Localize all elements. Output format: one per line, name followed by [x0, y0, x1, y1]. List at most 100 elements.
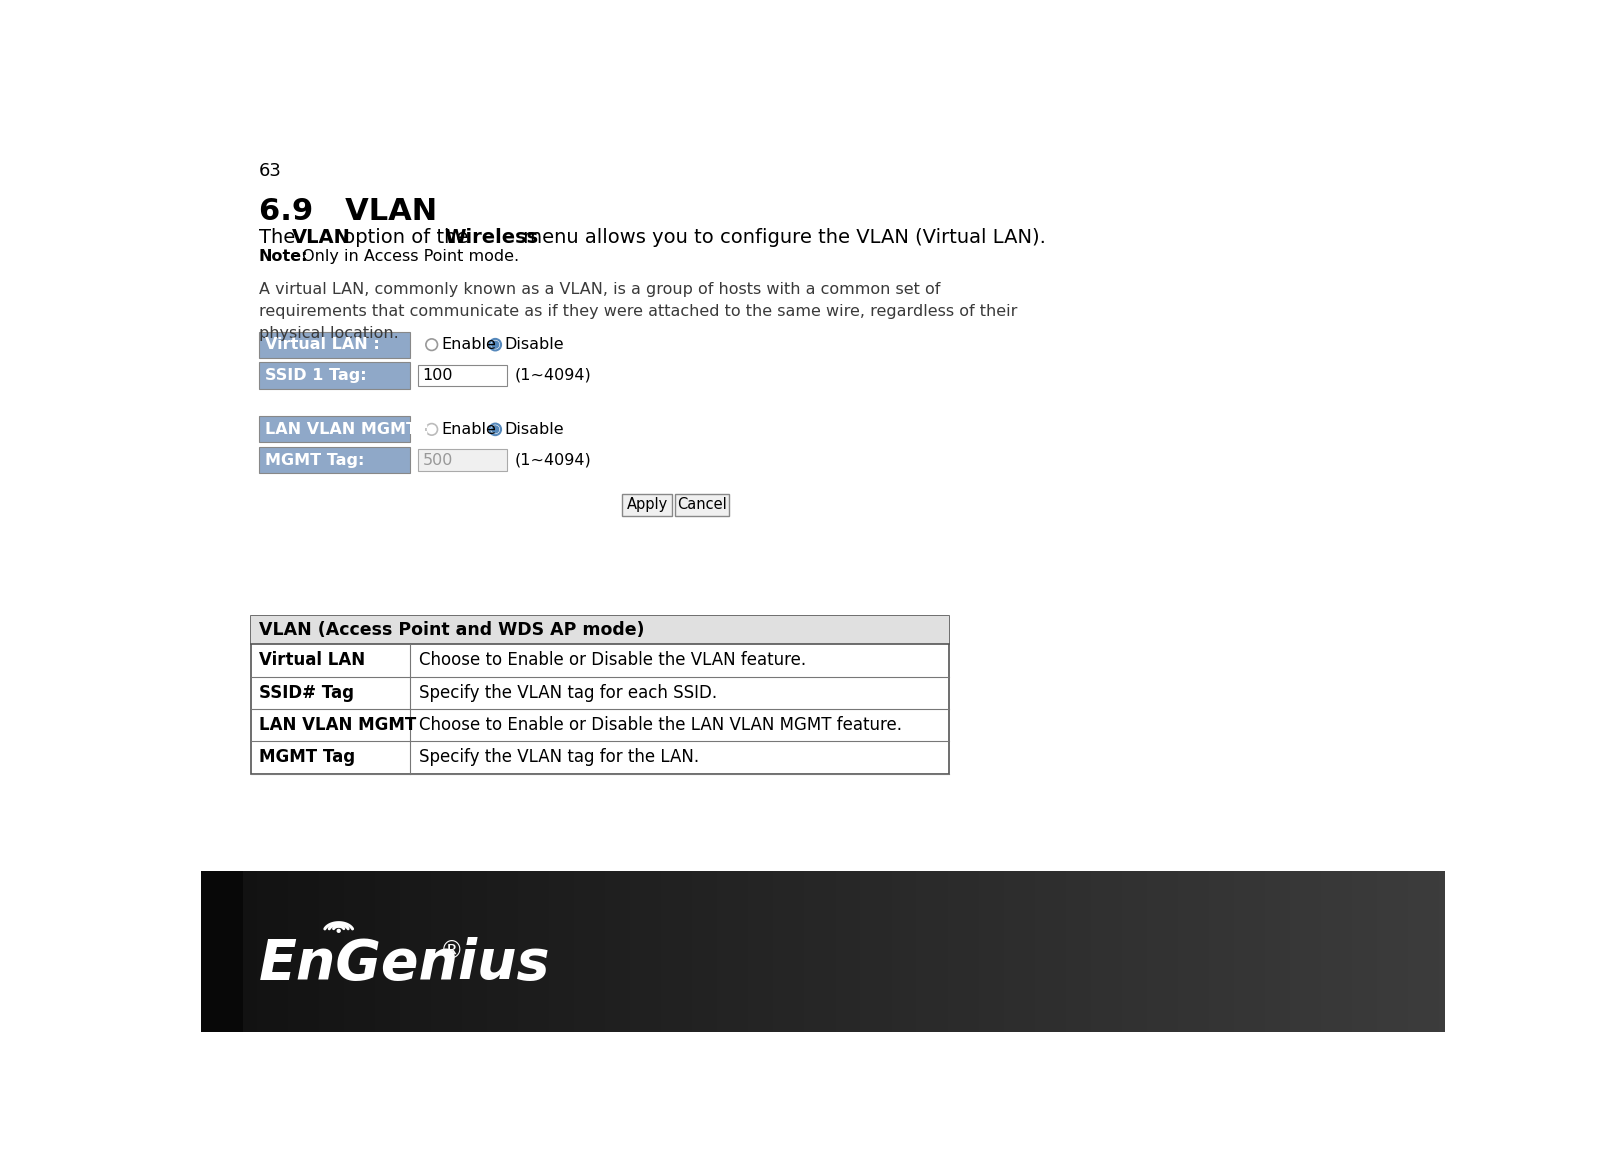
- Bar: [220, 870, 225, 1032]
- Circle shape: [425, 423, 437, 435]
- Bar: [369, 870, 376, 1032]
- Bar: [661, 870, 668, 1032]
- Text: The: The: [258, 227, 302, 247]
- Bar: [928, 870, 934, 1032]
- Bar: [201, 870, 207, 1032]
- Bar: [960, 870, 966, 1032]
- Bar: [1314, 870, 1319, 1032]
- Bar: [1090, 870, 1096, 1032]
- Bar: [778, 870, 785, 1032]
- Bar: [1140, 870, 1146, 1032]
- Bar: [575, 870, 579, 1032]
- Bar: [443, 870, 449, 1032]
- Bar: [1414, 870, 1420, 1032]
- Text: option of the: option of the: [337, 227, 475, 247]
- Bar: [623, 870, 629, 1032]
- FancyBboxPatch shape: [250, 617, 949, 644]
- Bar: [841, 870, 847, 1032]
- Bar: [1010, 870, 1016, 1032]
- Text: (1~4094): (1~4094): [514, 453, 591, 468]
- Bar: [499, 870, 506, 1032]
- Bar: [374, 870, 380, 1032]
- Text: 63: 63: [258, 162, 281, 180]
- Bar: [568, 870, 575, 1032]
- Bar: [605, 870, 612, 1032]
- Bar: [244, 870, 250, 1032]
- Text: Virtual LAN :: Virtual LAN :: [265, 337, 380, 352]
- Bar: [722, 870, 729, 1032]
- Bar: [1066, 870, 1071, 1032]
- FancyBboxPatch shape: [623, 494, 671, 516]
- Bar: [281, 870, 287, 1032]
- Text: Choose to Enable or Disable the LAN VLAN MGMT feature.: Choose to Enable or Disable the LAN VLAN…: [419, 716, 902, 734]
- FancyBboxPatch shape: [250, 617, 949, 773]
- Bar: [1239, 870, 1245, 1032]
- Bar: [648, 870, 655, 1032]
- Bar: [437, 870, 443, 1032]
- Text: SSID 1 Tag:: SSID 1 Tag:: [265, 367, 366, 382]
- Bar: [785, 870, 791, 1032]
- Bar: [798, 870, 804, 1032]
- Bar: [685, 870, 692, 1032]
- Text: Specify the VLAN tag for the LAN.: Specify the VLAN tag for the LAN.: [419, 749, 700, 766]
- Bar: [1258, 870, 1265, 1032]
- Bar: [449, 870, 456, 1032]
- Bar: [655, 870, 661, 1032]
- Bar: [916, 870, 921, 1032]
- Bar: [1059, 870, 1066, 1032]
- Bar: [1358, 870, 1364, 1032]
- Bar: [1209, 870, 1215, 1032]
- Text: LAN VLAN MGMT: LAN VLAN MGMT: [258, 716, 416, 734]
- Bar: [990, 870, 997, 1032]
- Text: EnGenius: EnGenius: [258, 936, 551, 991]
- Bar: [860, 870, 867, 1032]
- Bar: [270, 870, 276, 1032]
- Bar: [387, 870, 393, 1032]
- Circle shape: [490, 423, 501, 435]
- Text: Disable: Disable: [504, 422, 563, 437]
- Bar: [592, 870, 599, 1032]
- Bar: [1096, 870, 1103, 1032]
- Bar: [475, 870, 480, 1032]
- Bar: [350, 870, 356, 1032]
- Bar: [997, 870, 1003, 1032]
- Bar: [1289, 870, 1295, 1032]
- Bar: [1215, 870, 1221, 1032]
- Bar: [692, 870, 698, 1032]
- Bar: [774, 870, 778, 1032]
- Bar: [910, 870, 916, 1032]
- Bar: [867, 870, 873, 1032]
- Bar: [1233, 870, 1239, 1032]
- Text: A virtual LAN, commonly known as a VLAN, is a group of hosts with a common set o: A virtual LAN, commonly known as a VLAN,…: [258, 282, 1016, 341]
- Bar: [1202, 870, 1209, 1032]
- Circle shape: [337, 928, 340, 933]
- Bar: [276, 870, 281, 1032]
- Bar: [380, 870, 387, 1032]
- Bar: [549, 870, 555, 1032]
- Text: menu allows you to configure the VLAN (Virtual LAN).: menu allows you to configure the VLAN (V…: [517, 227, 1045, 247]
- Text: Only in Access Point mode.: Only in Access Point mode.: [297, 249, 518, 264]
- Bar: [1146, 870, 1152, 1032]
- Bar: [1027, 870, 1034, 1032]
- Bar: [729, 870, 735, 1032]
- Bar: [847, 870, 854, 1032]
- Bar: [1165, 870, 1170, 1032]
- Bar: [761, 870, 767, 1032]
- Bar: [1302, 870, 1308, 1032]
- Bar: [947, 870, 953, 1032]
- Bar: [586, 870, 592, 1032]
- Text: (1~4094): (1~4094): [514, 367, 591, 382]
- Bar: [1152, 870, 1159, 1032]
- Bar: [698, 870, 705, 1032]
- FancyBboxPatch shape: [417, 450, 507, 471]
- Bar: [966, 870, 973, 1032]
- Text: Enable: Enable: [441, 422, 496, 437]
- Bar: [1339, 870, 1345, 1032]
- Bar: [337, 870, 343, 1032]
- Bar: [1364, 870, 1371, 1032]
- Bar: [735, 870, 742, 1032]
- Bar: [854, 870, 860, 1032]
- FancyBboxPatch shape: [258, 363, 409, 388]
- Bar: [1245, 870, 1252, 1032]
- Text: Wireless: Wireless: [445, 227, 538, 247]
